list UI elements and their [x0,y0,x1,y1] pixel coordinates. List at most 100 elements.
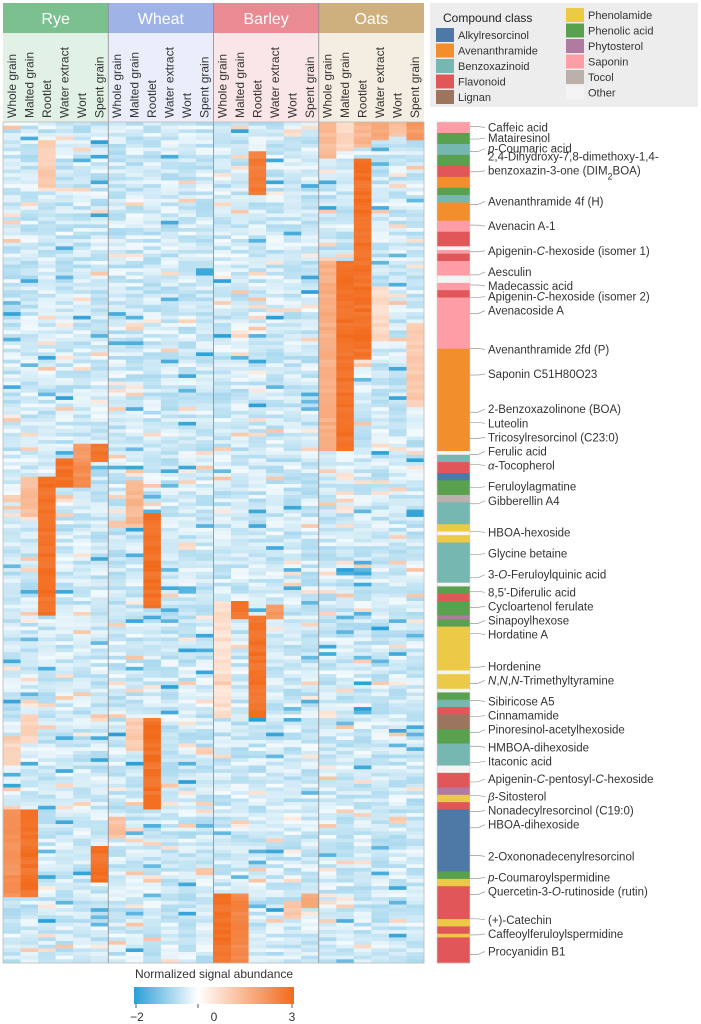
heatmap-cell [125,582,144,587]
heatmap-cell [90,176,109,181]
heatmap-cell [178,151,197,156]
heatmap-cell [301,410,320,415]
heatmap-cell [178,670,197,675]
heatmap-cell [3,853,21,858]
heatmap-cell [160,586,179,591]
heatmap-cell [213,473,232,477]
heatmap-cell [125,633,144,638]
heatmap-cell [90,348,109,353]
heatmap-cell [55,257,74,262]
heatmap-cell [406,648,425,653]
heatmap-cell [108,586,127,591]
heatmap-cell [248,213,267,218]
heatmap-cell [38,524,56,529]
heatmap-cell [266,721,284,726]
heatmap-cell [178,348,197,353]
heatmap-cell [195,235,214,240]
heatmap-cell [353,469,372,474]
heatmap-cell [371,228,390,232]
heatmap-cell [388,663,407,668]
heatmap-cell [90,169,109,174]
heatmap-cell [20,714,39,719]
heatmap-cell [20,739,39,744]
heatmap-cell [3,655,21,660]
heatmap-cell [73,195,92,200]
heatmap-cell [108,381,127,386]
heatmap-cell [108,630,127,635]
heatmap-cell [143,604,162,609]
heatmap-cell [213,345,232,350]
heatmap-cell [143,546,162,551]
heatmap-cell [20,505,39,510]
heatmap-cell [143,831,162,836]
heatmap-cell [301,319,320,324]
heatmap-cell [3,465,21,470]
heatmap-cell [388,173,407,178]
heatmap-cell [231,557,249,562]
heatmap-cell [90,454,109,459]
heatmap-cell [38,125,56,130]
heatmap-cell [195,392,214,397]
heatmap-cell [353,235,372,240]
heatmap-cell [108,681,127,686]
heatmap-cell [143,279,162,284]
heatmap-cell [371,509,390,514]
heatmap-cell [353,264,372,269]
heatmap-cell [353,505,372,510]
heatmap-cell [336,601,355,605]
heatmap-cell [20,791,39,796]
heatmap-cell [108,538,127,543]
heatmap-cell [301,432,320,437]
heatmap-cell [283,217,302,222]
heatmap-cell [73,410,92,415]
heatmap-cell [213,246,232,251]
heatmap-cell [90,125,109,130]
heatmap-cell [38,853,56,858]
heatmap-cell [213,293,232,298]
heatmap-cell [353,520,372,525]
heatmap-cell [213,465,232,470]
heatmap-cell [266,538,284,543]
heatmap-cell [318,538,337,543]
heatmap-cell [248,780,267,785]
heatmap-cell [266,231,284,236]
heatmap-cell [195,710,214,715]
heatmap-cell [73,151,92,156]
heatmap-cell [301,165,320,170]
heatmap-cell [108,187,127,192]
heatmap-cell [108,235,127,240]
heatmap-cell [108,173,127,178]
heatmap-cell [301,498,320,503]
heatmap-cell [266,337,284,342]
heatmap-cell [90,564,109,569]
heatmap-cell [371,538,390,543]
heatmap-cell [318,714,337,719]
heatmap-cell [248,158,267,163]
heatmap-cell [301,491,320,496]
heatmap-cell [38,721,56,726]
heatmap-cell [90,345,109,350]
heatmap-cell [248,425,267,430]
heatmap-cell [388,132,407,137]
heatmap-cell [3,699,21,704]
heatmap-cell [231,838,249,843]
heatmap-cell [73,611,92,616]
heatmap-cell [213,195,232,200]
heatmap-cell [125,754,144,759]
heatmap-cell [231,681,249,686]
heatmap-cell [353,319,372,324]
heatmap-cell [283,604,302,609]
heatmap-cell [38,505,56,510]
heatmap-cell [195,750,214,755]
heatmap-cell [283,824,302,829]
heatmap-cell [213,798,232,803]
heatmap-cell [195,831,214,836]
heatmap-cell [38,301,56,306]
heatmap-cell [143,319,162,324]
heatmap-cell [318,838,337,843]
heatmap-cell [318,553,337,558]
heatmap-cell [160,399,179,404]
heatmap-cell [406,308,425,313]
heatmap-cell [38,279,56,284]
heatmap-cell [143,158,162,163]
